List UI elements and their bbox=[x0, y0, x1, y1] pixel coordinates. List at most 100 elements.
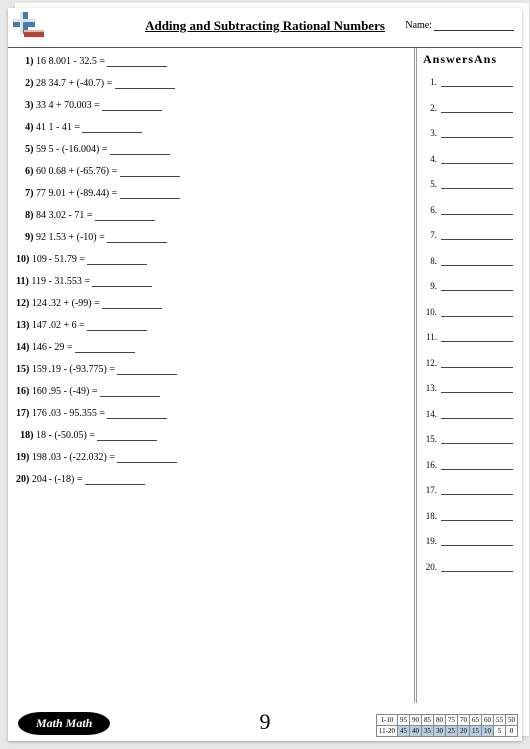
problem-expression: - (-50.05) = bbox=[49, 430, 95, 441]
answer-blank[interactable] bbox=[120, 176, 180, 177]
answer-line[interactable] bbox=[441, 265, 513, 266]
answer-line[interactable] bbox=[441, 545, 513, 546]
answer-blank[interactable] bbox=[120, 198, 180, 199]
answer-row: 6. bbox=[423, 205, 518, 215]
answer-row: 20. bbox=[423, 562, 518, 572]
answer-number: 20. bbox=[423, 562, 437, 572]
answer-blank[interactable] bbox=[85, 484, 145, 485]
answer-row: 4. bbox=[423, 154, 518, 164]
problem-expression: 1 - 41 = bbox=[49, 122, 80, 133]
answer-number: 6. bbox=[423, 205, 437, 215]
answer-blank[interactable] bbox=[95, 220, 155, 221]
answer-line[interactable] bbox=[441, 520, 513, 521]
answer-row: 7. bbox=[423, 230, 518, 240]
problem-row: 20) 204 - (-18) = bbox=[16, 474, 408, 485]
problem-number: 11) 119 bbox=[16, 276, 46, 287]
problem-number: 8) 84 bbox=[16, 210, 46, 221]
score-cell: 80 bbox=[434, 715, 446, 726]
answer-blank[interactable] bbox=[117, 374, 177, 375]
answer-row: 3. bbox=[423, 128, 518, 138]
answer-blank[interactable] bbox=[75, 352, 135, 353]
score-cell: 0 bbox=[506, 726, 518, 737]
answer-row: 2. bbox=[423, 103, 518, 113]
problem-expression: 0.68 + (-65.76) = bbox=[49, 166, 118, 177]
score-grid: 1-109590858075706560555011-2045403530252… bbox=[376, 714, 518, 737]
answer-line[interactable] bbox=[441, 214, 513, 215]
answer-number: 12. bbox=[423, 358, 437, 368]
plus-minus-icon bbox=[10, 10, 46, 40]
name-input-line[interactable] bbox=[434, 30, 514, 31]
answer-blank[interactable] bbox=[110, 154, 170, 155]
answer-number: 4. bbox=[423, 154, 437, 164]
answer-blank[interactable] bbox=[107, 242, 167, 243]
answer-number: 18. bbox=[423, 511, 437, 521]
answer-line[interactable] bbox=[441, 392, 513, 393]
answer-line[interactable] bbox=[441, 137, 513, 138]
answer-line[interactable] bbox=[441, 494, 513, 495]
answer-number: 5. bbox=[423, 179, 437, 189]
answer-blank[interactable] bbox=[97, 440, 157, 441]
problem-expression: .19 - (-93.775) = bbox=[49, 364, 115, 375]
score-cell: 25 bbox=[446, 726, 458, 737]
answer-blank[interactable] bbox=[87, 330, 147, 331]
problem-number: 13) 147 bbox=[16, 320, 46, 331]
problem-row: 12) 124 .32 + (-99) = bbox=[16, 298, 408, 309]
answer-blank[interactable] bbox=[102, 308, 162, 309]
answer-blank[interactable] bbox=[92, 286, 152, 287]
problem-expression: .32 + (-99) = bbox=[49, 298, 100, 309]
answers-column: AnswersAns 1.2.3.4.5.6.7.8.9.10.11.12.13… bbox=[414, 48, 522, 703]
answer-number: 11. bbox=[423, 332, 437, 342]
problem-expression: 1.53 + (-10) = bbox=[49, 232, 105, 243]
answer-blank[interactable] bbox=[107, 418, 167, 419]
answer-blank[interactable] bbox=[82, 132, 142, 133]
problem-row: 11) 119 - 31.553 = bbox=[16, 276, 408, 287]
answer-line[interactable] bbox=[441, 443, 513, 444]
answer-number: 2. bbox=[423, 103, 437, 113]
score-cell: 45 bbox=[398, 726, 410, 737]
answer-line[interactable] bbox=[441, 367, 513, 368]
score-cell: 65 bbox=[470, 715, 482, 726]
answer-line[interactable] bbox=[441, 112, 513, 113]
answer-blank[interactable] bbox=[100, 396, 160, 397]
problem-number: 14) 146 bbox=[16, 342, 46, 353]
answer-row: 9. bbox=[423, 281, 518, 291]
answer-line[interactable] bbox=[441, 86, 513, 87]
answer-line[interactable] bbox=[441, 418, 513, 419]
answer-blank[interactable] bbox=[117, 462, 177, 463]
answer-line[interactable] bbox=[441, 239, 513, 240]
answer-blank[interactable] bbox=[87, 264, 147, 265]
problem-number: 7) 77 bbox=[16, 188, 46, 199]
problem-number: 15) 159 bbox=[16, 364, 46, 375]
problem-row: 2) 28 34.7 + (-40.7) = bbox=[16, 78, 408, 89]
answer-line[interactable] bbox=[441, 316, 513, 317]
answer-line[interactable] bbox=[441, 188, 513, 189]
answer-blank[interactable] bbox=[115, 88, 175, 89]
problem-row: 5) 59 5 - (-16.004) = bbox=[16, 144, 408, 155]
problem-expression: 3.02 - 71 = bbox=[49, 210, 93, 221]
answer-line[interactable] bbox=[441, 290, 513, 291]
answer-blank[interactable] bbox=[102, 110, 162, 111]
answer-blank[interactable] bbox=[107, 66, 167, 67]
answer-row: 18. bbox=[423, 511, 518, 521]
score-cell: 55 bbox=[494, 715, 506, 726]
answer-line[interactable] bbox=[441, 341, 513, 342]
problem-number: 3) 33 bbox=[16, 100, 46, 111]
problem-number: 1) 16 bbox=[16, 56, 46, 67]
problem-number: 5) 59 bbox=[16, 144, 46, 155]
answer-row: 8. bbox=[423, 256, 518, 266]
answer-number: 13. bbox=[423, 383, 437, 393]
problem-expression: - (-18) = bbox=[49, 474, 83, 485]
answer-number: 7. bbox=[423, 230, 437, 240]
score-cell: 20 bbox=[458, 726, 470, 737]
answer-line[interactable] bbox=[441, 469, 513, 470]
answers-heading: AnswersAns bbox=[423, 52, 518, 67]
name-label: Name: bbox=[405, 20, 432, 31]
main: 1) 16 8.001 - 32.5 = 2) 28 34.7 + (-40.7… bbox=[8, 48, 522, 703]
header: Adding and Subtracting Rational Numbers … bbox=[8, 8, 522, 48]
answer-line[interactable] bbox=[441, 163, 513, 164]
problem-expression: .03 - (-22.032) = bbox=[49, 452, 115, 463]
score-cell: 10 bbox=[482, 726, 494, 737]
problem-expression: .95 - (-49) = bbox=[49, 386, 98, 397]
answer-row: 11. bbox=[423, 332, 518, 342]
answer-line[interactable] bbox=[441, 571, 513, 572]
